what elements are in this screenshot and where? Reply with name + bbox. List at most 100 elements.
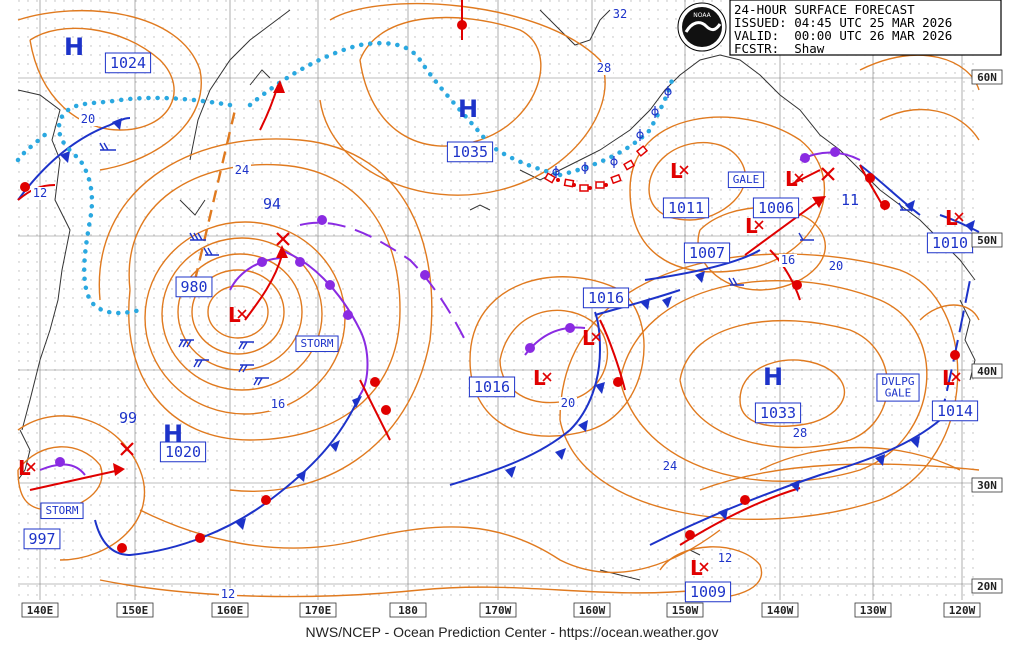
forecast-x-marks <box>120 167 835 456</box>
pressure-value-l: 1016 <box>588 289 624 307</box>
pressure-value-l-box <box>931 400 979 422</box>
header-issued: ISSUED: 04:45 UTC 25 MAR 2026 <box>734 15 953 30</box>
ice-boxes <box>544 145 649 192</box>
low-symbol: L <box>942 366 955 390</box>
pressure-value-l: 980 <box>180 278 207 296</box>
high-symbol: H <box>163 420 183 448</box>
warning-label: DVLPG <box>881 375 914 388</box>
forecast-pressure-label: 99 <box>119 409 137 427</box>
longitude-label: 180 <box>398 604 418 617</box>
isobar-label: 20 <box>561 396 575 410</box>
longitude-label: 140E <box>27 604 54 617</box>
longitude-label: 120W <box>949 604 976 617</box>
isobar-label: 28 <box>793 426 807 440</box>
latitude-label: 20N <box>977 580 997 593</box>
pressure-value-l: 1007 <box>689 244 725 262</box>
pressure-value-l: 1016 <box>474 378 510 396</box>
low-symbols: L L L L L L L L L L <box>18 159 958 580</box>
pressure-value-h-box <box>754 402 802 424</box>
svg-text:NOAA: NOAA <box>693 12 711 19</box>
isobar-label: 28 <box>597 61 611 75</box>
high-symbol: H <box>763 363 783 391</box>
pressure-value-l-box <box>684 581 732 603</box>
warning-label: STORM <box>45 504 78 517</box>
isobar-label: 32 <box>613 7 627 21</box>
forecast-pressure-label: 11 <box>841 191 859 209</box>
latitude-label: 50N <box>977 234 997 247</box>
longitude-label: 130W <box>860 604 887 617</box>
latitude-label: 40N <box>977 365 997 378</box>
warning-label: GALE <box>733 173 760 186</box>
occluded-front-symbols <box>55 147 840 467</box>
axis-labels: 140E 150E 160E 170E 180 170W 160W 150W 140W 130W 1… <box>21 69 1003 618</box>
track-arrows <box>113 80 826 476</box>
warning-label-box <box>876 373 920 402</box>
low-symbol: L <box>228 303 241 327</box>
isobar-label: 24 <box>235 163 249 177</box>
isobar-label: 20 <box>81 112 95 126</box>
storm-tracks <box>29 84 821 491</box>
low-x-marks <box>26 165 964 572</box>
latitude-label: 60N <box>977 71 997 84</box>
header-valid: VALID: 00:00 UTC 26 MAR 2026 <box>734 28 953 43</box>
latitude-label: 30N <box>977 479 997 492</box>
warning-label-box <box>727 171 765 189</box>
warm-front-symbols <box>20 20 960 553</box>
low-symbol: L <box>18 456 31 480</box>
warning-label-box <box>40 502 84 520</box>
isobar-label: 12 <box>718 551 732 565</box>
ice-dots <box>556 178 608 190</box>
header-title: 24-HOUR SURFACE FORECAST <box>734 2 915 17</box>
pressure-value-l-box <box>752 197 800 219</box>
high-symbol: H <box>458 95 478 123</box>
longitude-label: 170E <box>305 604 332 617</box>
cold-front-symbols <box>60 118 975 530</box>
low-symbol: L <box>690 556 703 580</box>
pressure-value-h: 1035 <box>452 143 488 161</box>
high-low-symbols: H H H H <box>64 33 783 448</box>
pressure-value-h: 1033 <box>760 404 796 422</box>
isobar-label: 12 <box>33 186 47 200</box>
low-symbol: L <box>533 366 546 390</box>
longitude-label: 150E <box>122 604 149 617</box>
isobar-labels: 20 12 24 32 28 16 20 20 24 28 16 12 12 <box>31 7 845 601</box>
isobar-label: 16 <box>781 253 795 267</box>
noaa-logo: NOAA <box>677 2 727 52</box>
pressure-value-h: 1020 <box>165 443 201 461</box>
isobars <box>17 3 980 599</box>
pressure-value-l-box <box>683 242 731 264</box>
warning-label-box <box>295 335 339 353</box>
low-symbol: L <box>582 326 595 350</box>
isobar-label: 16 <box>271 397 285 411</box>
pressure-value-l: 1010 <box>932 234 968 252</box>
high-symbol: H <box>64 33 84 61</box>
pressure-value-l-box <box>23 528 61 550</box>
pressure-value-l: 997 <box>28 530 55 548</box>
longitude-label: 150W <box>672 604 699 617</box>
isobar-label: 24 <box>663 459 677 473</box>
warning-label: GALE <box>885 387 912 400</box>
pressure-value-l-box <box>175 276 213 298</box>
pressure-value-l: 1014 <box>937 402 973 420</box>
longitude-label: 160W <box>579 604 606 617</box>
pressure-value-l-box <box>468 376 516 398</box>
forecast-pressure-label: 94 <box>263 195 281 213</box>
longitude-label: 160E <box>217 604 244 617</box>
pressure-value-h-box <box>159 441 207 463</box>
low-symbol: L <box>945 206 958 230</box>
footer-credit: NWS/NCEP - Ocean Prediction Center - htt… <box>305 624 719 640</box>
header-forecaster: FCSTR: Shaw <box>734 41 825 56</box>
warning-label: STORM <box>300 337 333 350</box>
pressure-value-h-box <box>446 141 494 163</box>
pressure-value-l: 1006 <box>758 199 794 217</box>
ice-phi-symbols <box>552 86 672 178</box>
ice-edge <box>15 40 675 316</box>
pressure-value-h: 1024 <box>110 54 146 72</box>
wind-barbs <box>99 142 914 386</box>
pressure-value-l: 1011 <box>668 199 704 217</box>
header-text: 24-HOUR SURFACE FORECAST ISSUED: 04:45 UT… <box>734 3 952 55</box>
low-symbol: L <box>670 159 683 183</box>
longitude-label: 170W <box>485 604 512 617</box>
header-box <box>729 0 1002 56</box>
